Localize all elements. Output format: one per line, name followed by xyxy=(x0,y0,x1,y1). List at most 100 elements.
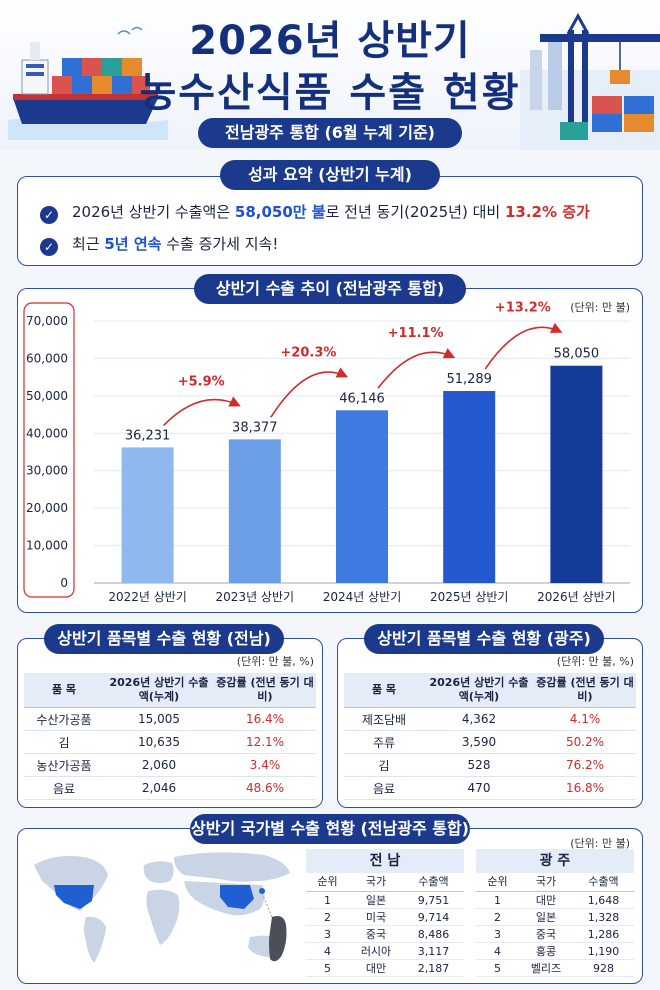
summary-streak: 5년 연속 xyxy=(104,235,162,253)
item-value: 528 xyxy=(424,753,534,777)
table-row: 제조담배 4,362 4.1% xyxy=(344,707,636,731)
item-growth: 48.6% xyxy=(214,776,316,800)
jeonnam-items-panel: (단위: 만 불, %) 품 목 2026년 상반기 수출액(누계) 증감률 (… xyxy=(17,638,323,808)
table-row: 수산가공품 15,005 16.4% xyxy=(24,707,316,731)
item-growth: 16.8% xyxy=(534,776,636,800)
jeonnam-country-label: 전 남 xyxy=(306,849,464,873)
x-tick-label: 2024년 상반기 xyxy=(323,590,402,604)
jeonnam-items-title: 상반기 품목별 수출 현황 (전남) xyxy=(44,624,284,654)
table-row: 4 러시아 3,117 xyxy=(306,942,464,960)
summary-line-1: ✓ 2026년 상반기 수출액은 58,050만 불로 전년 동기(2025년) … xyxy=(40,201,590,224)
check-circle-icon: ✓ xyxy=(40,238,58,256)
summary-title: 성과 요약 (상반기 누계) xyxy=(220,160,440,190)
growth-label: +13.2% xyxy=(495,301,551,316)
bar-value-label: 51,289 xyxy=(446,372,492,387)
export-amount: 928 xyxy=(572,959,634,977)
table-row: 농산가공품 2,060 3.4% xyxy=(24,753,316,777)
item-value: 2,046 xyxy=(104,776,214,800)
bar xyxy=(336,410,388,583)
y-tick-label: 40,000 xyxy=(26,426,68,440)
jeonnam-items-unit: (단위: 만 불, %) xyxy=(236,655,314,668)
table-row: 음료 470 16.8% xyxy=(344,776,636,800)
jeonnam-items-table: 품 목 2026년 상반기 수출액(누계) 증감률 (전년 동기 대비) 수산가… xyxy=(24,673,316,800)
country-name: 중국 xyxy=(519,925,573,943)
y-tick-label: 10,000 xyxy=(26,539,68,553)
country-name: 일본 xyxy=(519,908,573,926)
gwangju-country-label: 광 주 xyxy=(476,849,634,873)
item-growth: 16.4% xyxy=(214,707,316,731)
export-amount: 1,648 xyxy=(572,891,634,909)
country-unit: (단위: 만 불) xyxy=(570,837,630,850)
y-tick-label: 20,000 xyxy=(26,501,68,515)
page-title-line2: 농수산식품 수출 현황 xyxy=(139,70,521,116)
summary-line-2: ✓ 최근 5년 연속 수출 증가세 지속! xyxy=(40,233,278,256)
summary-amount: 58,050만 불 xyxy=(234,203,326,221)
item-growth: 12.1% xyxy=(214,730,316,754)
country-panel: (단위: 만 불) 전 남 순위 국가 수출액 1 일본 9, xyxy=(17,828,643,984)
export-amount: 1,190 xyxy=(572,942,634,960)
china-highlight xyxy=(220,885,254,909)
y-tick-label: 60,000 xyxy=(26,351,68,365)
gwangju-items-table: 품 목 2026년 상반기 수출액(누계) 증감률 (전년 동기 대비) 제조담… xyxy=(344,673,636,800)
gwangju-items-unit: (단위: 만 불, %) xyxy=(556,655,634,668)
x-tick-label: 2026년 상반기 xyxy=(537,590,616,604)
usa-highlight xyxy=(54,885,94,909)
summary-text: 로 전년 동기(2025년) 대비 xyxy=(325,203,505,221)
bar xyxy=(443,391,496,583)
summary-text: 최근 xyxy=(72,235,105,253)
item-growth: 4.1% xyxy=(534,707,636,731)
world-map-illustration xyxy=(34,852,290,963)
export-amount: 1,328 xyxy=(572,908,634,926)
bar xyxy=(550,365,603,583)
growth-label: +5.9% xyxy=(178,374,225,389)
table-row: 1 일본 9,751 xyxy=(306,891,464,909)
table-row: 5 대만 2,187 xyxy=(306,959,464,977)
cargo-ship-illustration xyxy=(8,26,168,140)
page-title-line1: 2026년 상반기 xyxy=(189,18,471,64)
y-tick-label: 0 xyxy=(60,576,68,590)
rank: 4 xyxy=(306,942,350,960)
col-header: 순위 xyxy=(476,873,520,892)
country-name: 벨리즈 xyxy=(519,959,573,977)
x-tick-label: 2025년 상반기 xyxy=(430,590,509,604)
y-tick-label: 30,000 xyxy=(26,464,68,478)
rank: 5 xyxy=(476,959,520,977)
rank: 3 xyxy=(476,925,520,943)
item-growth: 76.2% xyxy=(534,753,636,777)
col-header: 증감률 (전년 동기 대비) xyxy=(214,673,316,708)
export-amount: 9,751 xyxy=(402,891,464,909)
col-header: 국가 xyxy=(349,873,403,892)
table-row: 주류 3,590 50.2% xyxy=(344,730,636,754)
rank: 2 xyxy=(306,908,350,926)
item-growth: 50.2% xyxy=(534,730,636,754)
rank: 1 xyxy=(476,891,520,909)
export-amount: 1,286 xyxy=(572,925,634,943)
item-value: 4,362 xyxy=(424,707,534,731)
summary-panel: ✓ 2026년 상반기 수출액은 58,050만 불로 전년 동기(2025년) … xyxy=(17,176,643,266)
table-row: 2 미국 9,714 xyxy=(306,908,464,926)
export-amount: 8,486 xyxy=(402,925,464,943)
growth-arrow xyxy=(163,396,241,426)
x-tick-label: 2023년 상반기 xyxy=(216,590,295,604)
item-name: 김 xyxy=(344,753,424,777)
country-name: 홍콩 xyxy=(519,942,573,960)
col-header: 2026년 상반기 수출액(누계) xyxy=(104,673,214,708)
rank: 2 xyxy=(476,908,520,926)
item-value: 3,590 xyxy=(424,730,534,754)
summary-text: 2026년 상반기 수출액은 xyxy=(72,203,235,221)
trend-title: 상반기 수출 추이 (전남광주 통합) xyxy=(194,274,466,304)
item-name: 음료 xyxy=(344,776,424,800)
growth-arrow xyxy=(484,322,563,370)
col-header: 품 목 xyxy=(344,673,424,708)
item-name: 농산가공품 xyxy=(24,753,104,777)
col-header: 품 목 xyxy=(24,673,104,708)
table-row: 3 중국 8,486 xyxy=(306,925,464,943)
bar-value-label: 58,050 xyxy=(554,347,600,362)
summary-text: 수출 증가세 지속! xyxy=(161,235,279,253)
col-header: 증감률 (전년 동기 대비) xyxy=(534,673,636,708)
growth-label: +20.3% xyxy=(280,345,336,360)
bar xyxy=(228,439,281,583)
rank: 3 xyxy=(306,925,350,943)
country-name: 미국 xyxy=(349,908,403,926)
port-crane-illustration xyxy=(520,12,660,150)
